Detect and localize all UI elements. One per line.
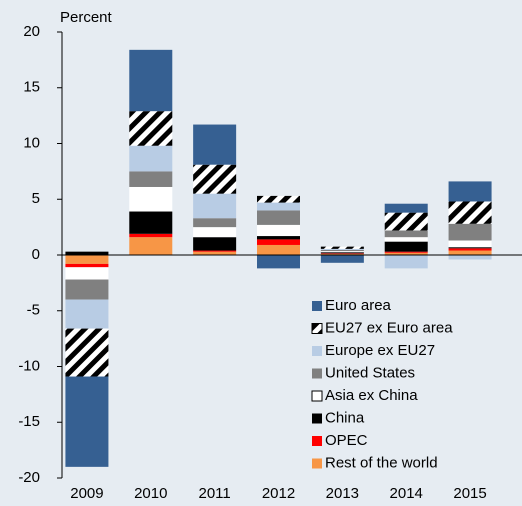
- legend-marker: [312, 301, 322, 311]
- bar-segment: [257, 244, 300, 255]
- legend-marker: [312, 346, 322, 356]
- bar-segment: [384, 230, 428, 238]
- legend-label: Euro area: [325, 297, 392, 314]
- bar-segment: [65, 376, 109, 467]
- bar-segment: [65, 255, 109, 264]
- bar-segment: [448, 247, 492, 249]
- x-tick-label: 2011: [199, 485, 231, 502]
- bar-segment: [65, 299, 109, 329]
- y-tick-label: 15: [23, 79, 40, 96]
- bar-segment: [193, 227, 237, 238]
- y-tick-label: -20: [18, 469, 40, 486]
- legend-label: China: [325, 409, 365, 426]
- bar-segment: [129, 186, 173, 212]
- legend-marker: [312, 368, 322, 379]
- legend-label: United States: [325, 364, 415, 381]
- bar-segment: [257, 239, 300, 245]
- bar-segment: [448, 201, 492, 224]
- bar-segment: [384, 237, 428, 242]
- bar-segment: [65, 328, 109, 377]
- legend-marker: [312, 436, 322, 446]
- legend-marker: [311, 390, 323, 402]
- bar-segment: [129, 111, 173, 146]
- bar-segment: [448, 223, 492, 241]
- bar-segment: [129, 211, 173, 234]
- bar-segment: [320, 246, 364, 249]
- legend-marker: [311, 323, 323, 334]
- bar-segment: [257, 255, 300, 269]
- x-tick-label: 2010: [134, 485, 167, 502]
- bar-segment: [129, 145, 173, 172]
- legend-label: OPEC: [325, 432, 368, 449]
- bar-segment: [448, 255, 492, 260]
- bar-segment: [65, 279, 109, 300]
- bar-segment: [65, 263, 109, 268]
- legend-label: Asia ex China: [325, 387, 418, 404]
- bar-segment: [193, 218, 237, 228]
- y-tick-label: 10: [23, 134, 40, 151]
- x-tick-label: 2013: [326, 485, 359, 502]
- legend-marker: [312, 413, 322, 424]
- y-tick-label: 0: [32, 246, 40, 263]
- bar-segment: [65, 251, 109, 255]
- bar-segment: [257, 210, 300, 225]
- bar-segment: [320, 251, 364, 253]
- bar-segment: [320, 253, 364, 255]
- bar-segment: [193, 193, 237, 219]
- bar-segment: [257, 195, 300, 203]
- bar-segment: [448, 181, 492, 202]
- bar-segment: [320, 249, 364, 252]
- legend-label: Rest of the world: [325, 454, 438, 471]
- bar-segment: [384, 212, 428, 231]
- bar-segment: [448, 240, 492, 248]
- bar-segment: [320, 252, 364, 254]
- bar-segment: [193, 164, 237, 194]
- legend-label: EU27 ex Euro area: [325, 319, 453, 336]
- bar-segment: [129, 171, 173, 187]
- bar-segment: [384, 251, 428, 253]
- bar-segment: [257, 224, 300, 237]
- bar-segment: [384, 203, 428, 213]
- y-tick-label: -15: [18, 413, 40, 430]
- y-tick-label: -5: [27, 302, 40, 319]
- x-tick-label: 2009: [70, 485, 103, 502]
- y-tick-label: -10: [18, 357, 40, 374]
- bar-segment: [384, 255, 428, 269]
- bar-segment: [320, 248, 364, 250]
- bar-segment: [257, 202, 300, 211]
- bar-segment: [193, 251, 237, 255]
- bar-segment: [193, 250, 237, 252]
- bar-segment: [129, 233, 173, 238]
- legend-marker: [312, 458, 322, 469]
- y-tick-label: 20: [23, 23, 40, 40]
- x-tick-label: 2015: [453, 485, 486, 502]
- y-axis-label: Percent: [60, 9, 113, 26]
- bar-segment: [257, 236, 300, 240]
- y-tick-label: 5: [32, 190, 40, 207]
- bar-segment: [448, 248, 492, 251]
- bar-segment: [193, 124, 237, 165]
- legend-label: Europe ex EU27: [325, 342, 435, 359]
- x-tick-label: 2012: [262, 485, 295, 502]
- bar-segment: [320, 253, 364, 254]
- bar-segment: [65, 267, 109, 280]
- bar-segment: [320, 255, 364, 263]
- bar-segment: [384, 252, 428, 255]
- x-tick-label: 2014: [390, 485, 423, 502]
- bar-segment: [193, 237, 237, 251]
- bar-segment: [448, 250, 492, 255]
- bar-segment: [129, 237, 173, 255]
- bar-segment: [384, 241, 428, 252]
- bar-segment: [129, 49, 173, 112]
